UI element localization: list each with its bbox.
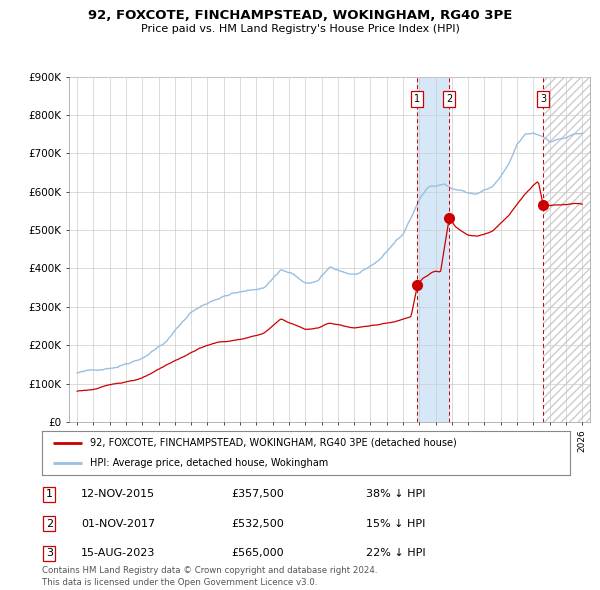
Text: Contains HM Land Registry data © Crown copyright and database right 2024.
This d: Contains HM Land Registry data © Crown c…	[42, 566, 377, 587]
Text: 3: 3	[46, 549, 53, 558]
Text: 15-AUG-2023: 15-AUG-2023	[81, 549, 155, 558]
Text: 12-NOV-2015: 12-NOV-2015	[81, 490, 155, 499]
Text: 92, FOXCOTE, FINCHAMPSTEAD, WOKINGHAM, RG40 3PE (detached house): 92, FOXCOTE, FINCHAMPSTEAD, WOKINGHAM, R…	[89, 438, 456, 448]
Text: 15% ↓ HPI: 15% ↓ HPI	[366, 519, 425, 529]
Text: 2: 2	[446, 94, 452, 104]
Text: £357,500: £357,500	[231, 490, 284, 499]
Text: HPI: Average price, detached house, Wokingham: HPI: Average price, detached house, Woki…	[89, 458, 328, 468]
Text: 92, FOXCOTE, FINCHAMPSTEAD, WOKINGHAM, RG40 3PE: 92, FOXCOTE, FINCHAMPSTEAD, WOKINGHAM, R…	[88, 9, 512, 22]
Bar	[544, 77, 590, 422]
Bar	[417, 77, 449, 422]
Bar	[544, 77, 590, 422]
Text: 01-NOV-2017: 01-NOV-2017	[81, 519, 155, 529]
Text: 2: 2	[46, 519, 53, 529]
Text: 38% ↓ HPI: 38% ↓ HPI	[366, 490, 425, 499]
Text: Price paid vs. HM Land Registry's House Price Index (HPI): Price paid vs. HM Land Registry's House …	[140, 24, 460, 34]
Text: 1: 1	[414, 94, 420, 104]
Text: 1: 1	[46, 490, 53, 499]
Text: 3: 3	[541, 94, 547, 104]
Text: £565,000: £565,000	[231, 549, 284, 558]
Text: 22% ↓ HPI: 22% ↓ HPI	[366, 549, 425, 558]
Text: £532,500: £532,500	[231, 519, 284, 529]
